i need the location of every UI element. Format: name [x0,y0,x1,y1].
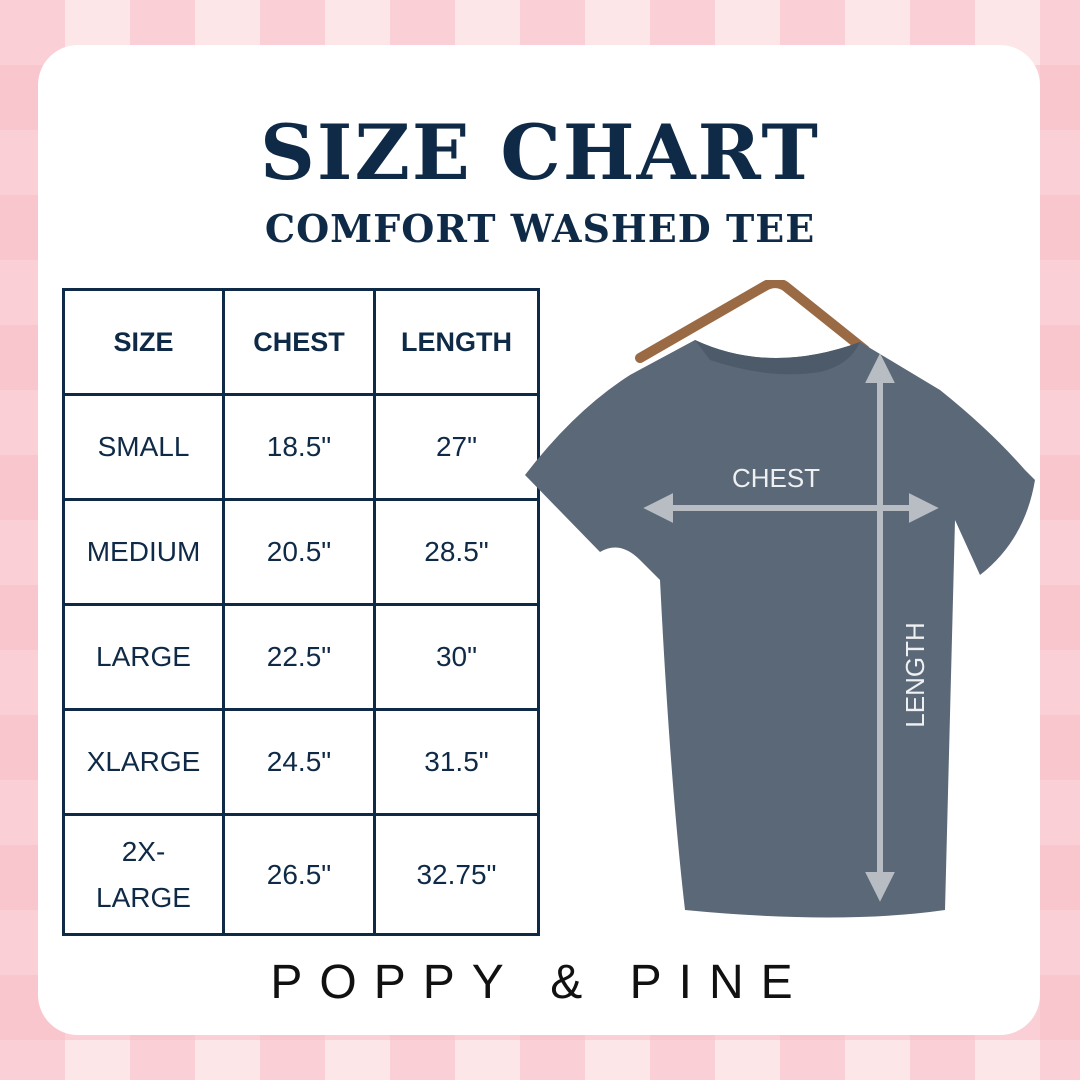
brand-name: POPPY & PINE [270,956,810,1009]
tshirt-icon [525,340,1035,918]
size-table: SIZE CHEST LENGTH SMALL 18.5" 27" MEDIUM… [62,288,540,936]
length-cell: 27" [373,393,540,501]
page-title: SIZE CHART [260,108,820,197]
length-label: LENGTH [900,622,930,727]
size-cell: LARGE [62,603,225,711]
header-length: LENGTH [373,288,540,396]
header-chest: CHEST [222,288,376,396]
table-row: 2X-LARGE 26.5" 32.75" [62,813,540,936]
page-subtitle: COMFORT WASHED TEE [264,206,816,251]
chest-cell: 26.5" [222,813,376,936]
size-cell: 2X-LARGE [62,813,225,936]
chest-cell: 22.5" [222,603,376,711]
hanger-icon [635,280,870,363]
size-cell: XLARGE [62,708,225,816]
header-size: SIZE [62,288,225,396]
chest-cell: 20.5" [222,498,376,606]
size-cell: MEDIUM [62,498,225,606]
measurement-arrows [643,353,939,902]
collar [695,340,860,375]
chest-cell: 24.5" [222,708,376,816]
length-cell: 31.5" [373,708,540,816]
chest-cell: 18.5" [222,393,376,501]
chest-label: CHEST [732,463,820,493]
length-cell: 32.75" [373,813,540,936]
tshirt-diagram: CHEST LENGTH [525,280,1035,918]
size-cell: SMALL [62,393,225,501]
length-cell: 28.5" [373,498,540,606]
table-row: SMALL 18.5" 27" [62,393,540,501]
size-text: 2X-LARGE [96,835,191,913]
length-cell: 30" [373,603,540,711]
table-row: MEDIUM 20.5" 28.5" [62,498,540,606]
table-row: XLARGE 24.5" 31.5" [62,708,540,816]
table-row: LARGE 22.5" 30" [62,603,540,711]
table-header-row: SIZE CHEST LENGTH [62,288,540,396]
